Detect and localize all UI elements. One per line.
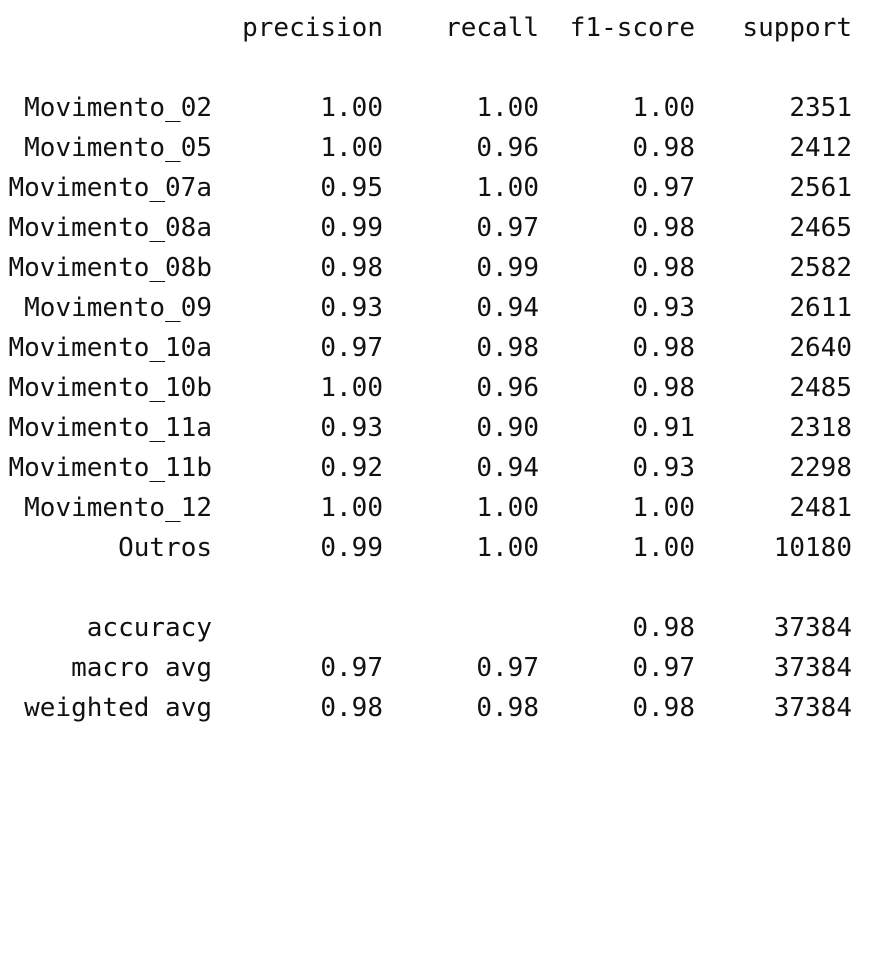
summary-row-macro-avg: macro avg 0.97 0.97 0.97 37384 — [0, 648, 874, 688]
row-precision: 0.92 — [320, 453, 383, 483]
summary-row-weighted-avg: weighted avg 0.98 0.98 0.98 37384 — [0, 688, 874, 728]
row-precision: 0.99 — [320, 213, 383, 243]
row-f1-score: 0.98 — [632, 373, 695, 403]
row-precision: 0.97 — [320, 333, 383, 363]
row-support: 2561 — [789, 173, 852, 203]
row-precision: 1.00 — [320, 373, 383, 403]
header-row: precision recall f1-score support — [0, 8, 874, 48]
row-f1-score: 0.91 — [632, 413, 695, 443]
table-row: Movimento_12 1.00 1.00 1.00 2481 — [0, 488, 874, 528]
summary-recall: 0.98 — [476, 693, 539, 723]
header-precision: precision — [242, 13, 383, 43]
table-row: Movimento_07a 0.95 1.00 0.97 2561 — [0, 168, 874, 208]
table-row: Movimento_08b 0.98 0.99 0.98 2582 — [0, 248, 874, 288]
summary-recall: 0.97 — [476, 653, 539, 683]
summary-precision: 0.98 — [320, 693, 383, 723]
row-recall: 0.99 — [476, 253, 539, 283]
row-support: 2485 — [789, 373, 852, 403]
row-support: 10180 — [773, 533, 852, 563]
row-label: Movimento_08a — [8, 213, 213, 243]
row-precision: 1.00 — [320, 133, 383, 163]
row-label: Outros — [118, 533, 212, 563]
row-f1-score: 1.00 — [632, 533, 695, 563]
table-row: Movimento_09 0.93 0.94 0.93 2611 — [0, 288, 874, 328]
row-recall: 0.96 — [476, 373, 539, 403]
summary-row-accuracy: accuracy 0.98 37384 — [0, 608, 874, 648]
summary-f1-score: 0.98 — [632, 613, 695, 643]
row-precision: 0.93 — [320, 293, 383, 323]
header-f1-score: f1-score — [569, 13, 695, 43]
row-f1-score: 0.93 — [632, 293, 695, 323]
row-recall: 0.90 — [476, 413, 539, 443]
row-support: 2351 — [789, 93, 852, 123]
row-support: 2611 — [789, 293, 852, 323]
table-row: Outros 0.99 1.00 1.00 10180 — [0, 528, 874, 568]
row-f1-score: 1.00 — [632, 93, 695, 123]
summary-label: macro avg — [71, 653, 212, 683]
row-recall: 1.00 — [476, 173, 539, 203]
row-f1-score: 0.98 — [632, 333, 695, 363]
summary-precision: 0.97 — [320, 653, 383, 683]
row-f1-score: 0.93 — [632, 453, 695, 483]
row-precision: 0.93 — [320, 413, 383, 443]
row-f1-score: 1.00 — [632, 493, 695, 523]
row-precision: 1.00 — [320, 493, 383, 523]
row-recall: 1.00 — [476, 93, 539, 123]
row-f1-score: 0.98 — [632, 133, 695, 163]
row-label: Movimento_08b — [8, 253, 213, 283]
row-recall: 1.00 — [476, 493, 539, 523]
row-recall: 0.94 — [476, 453, 539, 483]
row-support: 2640 — [789, 333, 852, 363]
row-label: Movimento_11a — [8, 413, 213, 443]
row-support: 2318 — [789, 413, 852, 443]
row-support: 2298 — [789, 453, 852, 483]
summary-support: 37384 — [773, 693, 852, 723]
summary-f1-score: 0.98 — [632, 693, 695, 723]
row-label: Movimento_02 — [24, 93, 212, 123]
row-recall: 0.94 — [476, 293, 539, 323]
row-f1-score: 0.97 — [632, 173, 695, 203]
row-support: 2465 — [789, 213, 852, 243]
summary-label: accuracy — [86, 613, 212, 643]
row-label: Movimento_07a — [8, 173, 213, 203]
summary-f1-score: 0.97 — [632, 653, 695, 683]
row-precision: 0.95 — [320, 173, 383, 203]
row-support: 2582 — [789, 253, 852, 283]
row-precision: 0.98 — [320, 253, 383, 283]
header-recall: recall — [445, 13, 539, 43]
row-recall: 0.97 — [476, 213, 539, 243]
row-recall: 1.00 — [476, 533, 539, 563]
row-recall: 0.98 — [476, 333, 539, 363]
row-label: Movimento_05 — [24, 133, 212, 163]
table-row: Movimento_08a 0.99 0.97 0.98 2465 — [0, 208, 874, 248]
table-row: Movimento_10a 0.97 0.98 0.98 2640 — [0, 328, 874, 368]
row-precision: 1.00 — [320, 93, 383, 123]
header-support: support — [742, 13, 852, 43]
row-recall: 0.96 — [476, 133, 539, 163]
row-support: 2481 — [789, 493, 852, 523]
table-row: Movimento_11b 0.92 0.94 0.93 2298 — [0, 448, 874, 488]
summary-support: 37384 — [773, 613, 852, 643]
table-row: Movimento_05 1.00 0.96 0.98 2412 — [0, 128, 874, 168]
row-label: Movimento_09 — [24, 293, 212, 323]
row-label: Movimento_10a — [8, 333, 213, 363]
row-label: Movimento_12 — [24, 493, 212, 523]
classification-report: precision recall f1-score support Movime… — [0, 8, 874, 728]
row-f1-score: 0.98 — [632, 253, 695, 283]
table-row: Movimento_02 1.00 1.00 1.00 2351 — [0, 88, 874, 128]
summary-support: 37384 — [773, 653, 852, 683]
table-row: Movimento_11a 0.93 0.90 0.91 2318 — [0, 408, 874, 448]
row-support: 2412 — [789, 133, 852, 163]
row-label: Movimento_11b — [8, 453, 213, 483]
row-f1-score: 0.98 — [632, 213, 695, 243]
row-label: Movimento_10b — [8, 373, 213, 403]
table-row: Movimento_10b 1.00 0.96 0.98 2485 — [0, 368, 874, 408]
summary-label: weighted avg — [24, 693, 212, 723]
row-precision: 0.99 — [320, 533, 383, 563]
